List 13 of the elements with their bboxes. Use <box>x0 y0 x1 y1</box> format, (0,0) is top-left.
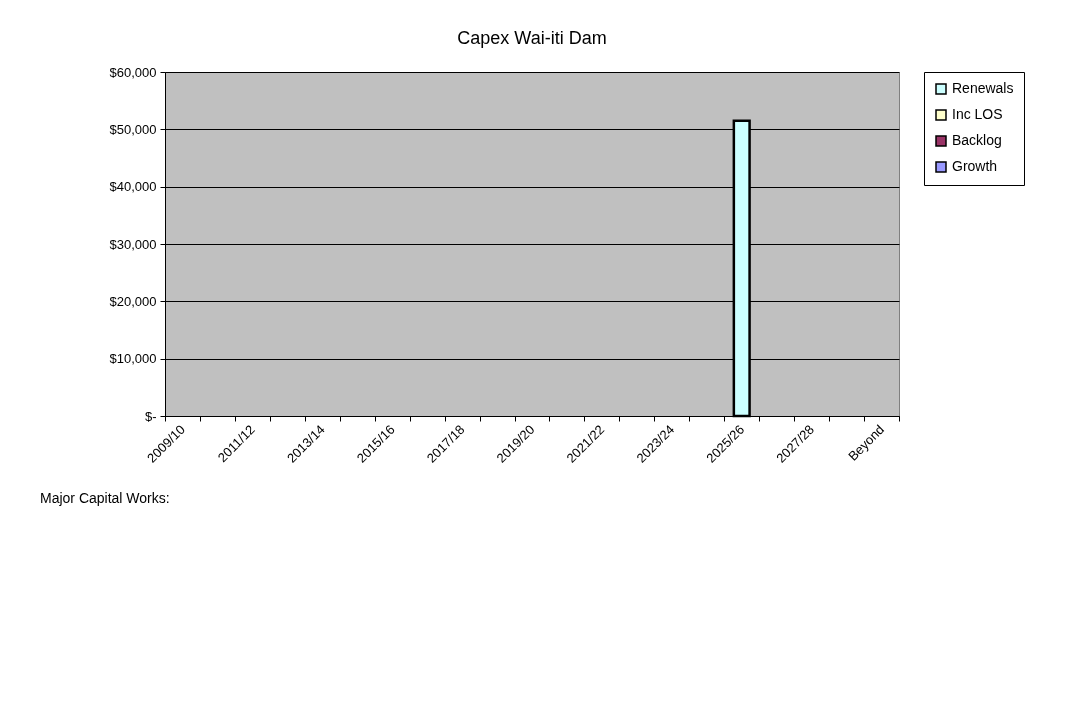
legend-label: Inc LOS <box>952 106 1003 122</box>
y-tick-label: $- <box>144 408 157 424</box>
y-tick-label: $10,000 <box>109 351 157 367</box>
y-tick-label: $50,000 <box>109 121 157 137</box>
y-tick-label: $20,000 <box>109 293 157 309</box>
y-tick-label: $40,000 <box>109 179 157 195</box>
y-tick-label: $60,000 <box>109 64 157 80</box>
legend-label: Growth <box>952 158 998 174</box>
y-tick-label: $30,000 <box>109 236 157 252</box>
legend-label: Renewals <box>952 80 1014 96</box>
legend-label: Backlog <box>952 132 1002 148</box>
chart-title: Capex Wai-iti Dam <box>457 28 607 48</box>
text: Major Capital Works: <box>40 490 170 506</box>
